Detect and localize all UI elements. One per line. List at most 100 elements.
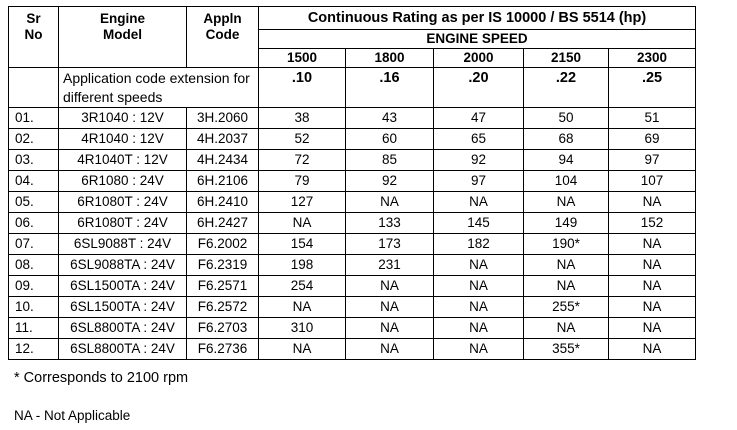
rating-cell: NA — [433, 296, 524, 318]
table-row: 09. 6SL1500TA : 24V F6.2571 254 NA NA NA NA — [8, 275, 697, 297]
rating-cell: 255* — [523, 296, 609, 318]
rating-cell: 94 — [523, 149, 609, 171]
extension-code: .16 — [345, 67, 434, 108]
header-speed-1500: 1500 — [258, 48, 346, 68]
rating-cell: NA — [523, 275, 609, 297]
engine-model-cell: 6SL1500TA : 24V — [58, 275, 187, 297]
rating-cell: 198 — [258, 254, 346, 276]
sr-no-cell: 11. — [8, 317, 59, 339]
rating-cell: 60 — [345, 128, 434, 150]
rating-cell: 92 — [345, 170, 434, 192]
engine-model-cell: 6R1080T : 24V — [58, 191, 187, 213]
footnote-asterisk: * Corresponds to 2100 rpm — [14, 370, 189, 386]
sr-no-cell: 07. — [8, 233, 59, 255]
rating-cell: 231 — [345, 254, 434, 276]
rating-cell: NA — [607, 254, 697, 276]
ext-empty-cell — [8, 67, 59, 108]
extension-label: Application code extension for different… — [58, 67, 259, 108]
sr-no-cell: 12. — [8, 338, 59, 360]
table-row: 06. 6R1080T : 24V 6H.2427 NA 133 145 149 152 — [8, 212, 697, 234]
rating-cell: 182 — [433, 233, 524, 255]
rating-cell: 173 — [345, 233, 434, 255]
appln-code-cell: F6.2002 — [186, 233, 259, 255]
engine-model-cell: 3R1040 : 12V — [58, 107, 187, 129]
rating-cell: 52 — [258, 128, 346, 150]
rating-cell: NA — [345, 317, 434, 339]
sr-no-cell: 09. — [8, 275, 59, 297]
rating-cell: NA — [607, 275, 697, 297]
appln-code-cell: 4H.2434 — [186, 149, 259, 171]
appln-code-cell: F6.2703 — [186, 317, 259, 339]
rating-cell: NA — [607, 191, 697, 213]
rating-cell: 79 — [258, 170, 346, 192]
table-row: 08. 6SL9088TA : 24V F6.2319 198 231 NA NA NA — [8, 254, 697, 276]
header-sr-no: Sr No — [8, 6, 59, 68]
engine-model-cell: 6R1080T : 24V — [58, 212, 187, 234]
appln-code-cell: F6.2736 — [186, 338, 259, 360]
rating-cell: NA — [523, 317, 609, 339]
rating-cell: NA — [607, 233, 697, 255]
extension-code: .22 — [523, 67, 609, 108]
rating-cell: 310 — [258, 317, 346, 339]
rating-cell: 43 — [345, 107, 434, 129]
engine-rating-table: Sr No Engine Model Appln Code Continuous… — [8, 6, 697, 360]
rating-cell: NA — [258, 296, 346, 318]
table-row: 01. 3R1040 : 12V 3H.2060 38 43 47 50 51 — [8, 107, 697, 129]
extension-code: .20 — [433, 67, 524, 108]
rating-cell: 51 — [607, 107, 697, 129]
appln-code-cell: 6H.2427 — [186, 212, 259, 234]
rating-cell: 38 — [258, 107, 346, 129]
rating-cell: 47 — [433, 107, 524, 129]
rating-cell: 92 — [433, 149, 524, 171]
engine-model-cell: 4R1040T : 12V — [58, 149, 187, 171]
sr-no-cell: 06. — [8, 212, 59, 234]
rating-cell: 50 — [523, 107, 609, 129]
appln-code-cell: F6.2571 — [186, 275, 259, 297]
rating-cell: NA — [433, 254, 524, 276]
rating-cell: NA — [345, 275, 434, 297]
engine-model-cell: 6SL8800TA : 24V — [58, 317, 187, 339]
header-rating-title: Continuous Rating as per IS 10000 / BS 5… — [257, 6, 697, 30]
rating-cell: 133 — [345, 212, 434, 234]
rating-cell: 127 — [258, 191, 346, 213]
sr-no-cell: 03. — [8, 149, 59, 171]
rating-cell: NA — [433, 338, 524, 360]
rating-cell: 254 — [258, 275, 346, 297]
appln-code-cell: 6H.2410 — [186, 191, 259, 213]
rating-cell: 97 — [607, 149, 697, 171]
table-row: 05. 6R1080T : 24V 6H.2410 127 NA NA NA NA — [8, 191, 697, 213]
sr-no-cell: 05. — [8, 191, 59, 213]
table-row: 12. 6SL8800TA : 24V F6.2736 NA NA NA 355* NA — [8, 338, 697, 360]
rating-cell: NA — [523, 254, 609, 276]
rating-cell: 190* — [523, 233, 609, 255]
engine-model-cell: 6SL9088TA : 24V — [58, 254, 187, 276]
extension-code: .10 — [258, 67, 346, 108]
header-engine-speed: ENGINE SPEED — [257, 29, 697, 49]
rating-cell: 68 — [523, 128, 609, 150]
rating-cell: NA — [607, 296, 697, 318]
rating-cell: NA — [258, 212, 346, 234]
engine-model-cell: 6SL9088T : 24V — [58, 233, 187, 255]
sr-no-cell: 04. — [8, 170, 59, 192]
extension-code: .25 — [607, 67, 697, 108]
engine-model-cell: 6SL1500TA : 24V — [58, 296, 187, 318]
appln-code-cell: 3H.2060 — [186, 107, 259, 129]
rating-cell: NA — [607, 338, 697, 360]
rating-cell: NA — [258, 338, 346, 360]
header-speed-1800: 1800 — [345, 48, 434, 68]
rating-cell: 107 — [607, 170, 697, 192]
rating-cell: 104 — [523, 170, 609, 192]
rating-cell: 85 — [345, 149, 434, 171]
table-row: 04. 6R1080 : 24V 6H.2106 79 92 97 104 107 — [8, 170, 697, 192]
rating-cell: 149 — [523, 212, 609, 234]
appln-code-cell: F6.2319 — [186, 254, 259, 276]
rating-cell: 355* — [523, 338, 609, 360]
rating-cell: NA — [345, 296, 434, 318]
rating-cell: 69 — [607, 128, 697, 150]
table-row: 02. 4R1040 : 12V 4H.2037 52 60 65 68 69 — [8, 128, 697, 150]
appln-code-cell: 4H.2037 — [186, 128, 259, 150]
appln-code-cell: F6.2572 — [186, 296, 259, 318]
appln-code-cell: 6H.2106 — [186, 170, 259, 192]
header-speed-2300: 2300 — [607, 48, 697, 68]
table-row: 03. 4R1040T : 12V 4H.2434 72 85 92 94 97 — [8, 149, 697, 171]
